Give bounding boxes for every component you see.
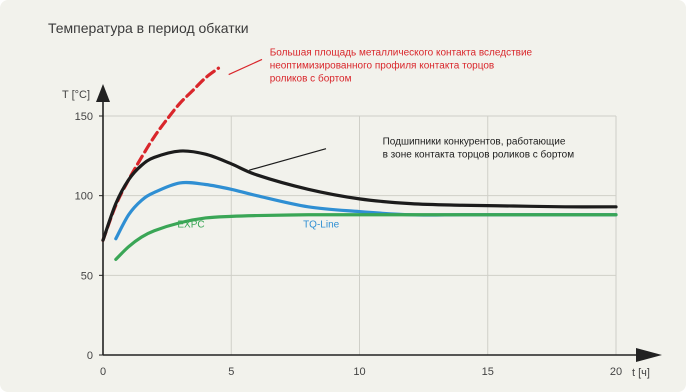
annotations: Большая площадь металлического контакта … xyxy=(177,47,574,230)
series-line-black xyxy=(101,149,618,242)
annotation-line: Большая площадь металлического контакта … xyxy=(270,47,533,58)
x-tick-label: 20 xyxy=(610,366,622,378)
y-tick-label: 100 xyxy=(75,191,93,203)
y-tick-label: 150 xyxy=(75,111,93,123)
grid xyxy=(103,115,617,355)
x-axis-label: t [ч] xyxy=(632,367,650,379)
y-tick-label: 0 xyxy=(87,350,93,362)
x-tick-label: 15 xyxy=(482,366,494,378)
annotation-line: роликов с бортом xyxy=(270,72,352,84)
leader-line-red xyxy=(228,58,263,76)
x-axis-arrow xyxy=(636,348,662,362)
chart-title: Температура в период обкатки xyxy=(48,20,249,36)
annotation-text: Большая площадь металлического контакта … xyxy=(270,47,533,84)
series-lines xyxy=(101,66,618,261)
axes xyxy=(96,84,662,362)
y-tick-label: 50 xyxy=(81,270,93,282)
tick-labels: 0 50 100 150 0 5 10 15 20 xyxy=(75,111,622,378)
series-line-green xyxy=(114,213,618,261)
leader-line-black xyxy=(249,148,327,171)
annotation-line: в зоне контакта торцов роликов с бортом xyxy=(383,149,575,161)
annotation-line: неоптимизированного профиля контакта тор… xyxy=(270,59,494,71)
y-axis-label: T [°C] xyxy=(62,89,90,101)
x-tick-label: 0 xyxy=(100,366,106,378)
annotation-line: EXPC xyxy=(177,220,204,231)
annotation-line: Подшипники конкурентов, работающие xyxy=(383,136,566,148)
annotation-line: TQ-Line xyxy=(303,220,340,231)
annotation-text: Подшипники конкурентов, работающие в зоне… xyxy=(383,136,575,161)
y-axis-arrow xyxy=(96,84,110,102)
annotation-text: TQ-Line xyxy=(303,220,340,231)
x-tick-label: 5 xyxy=(228,366,234,378)
x-tick-label: 10 xyxy=(353,366,365,378)
annotation-text: EXPC xyxy=(177,220,204,231)
